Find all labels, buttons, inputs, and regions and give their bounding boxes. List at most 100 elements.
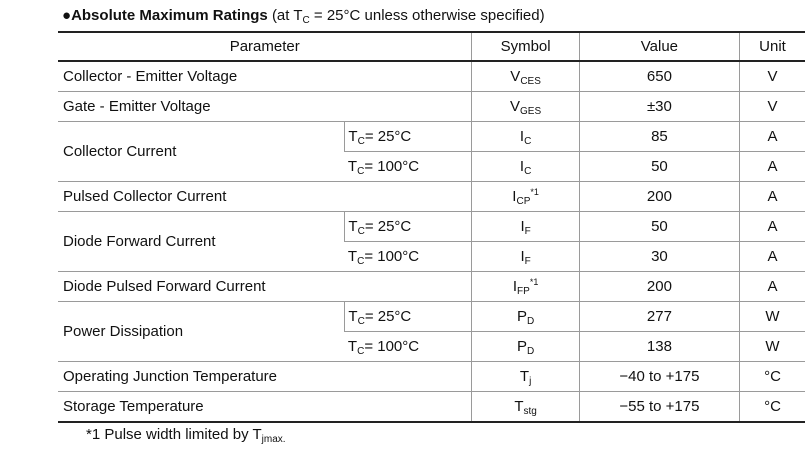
parameter-cell: Gate - Emitter Voltage xyxy=(58,91,472,122)
symbol-cell: IF xyxy=(471,241,580,272)
condition-rest: = 100°C xyxy=(364,158,420,175)
title: Absolute Maximum Ratings xyxy=(71,7,268,24)
symbol-cell: IC xyxy=(471,151,580,182)
parameter-cell: Diode Pulsed Forward Current xyxy=(58,271,472,302)
table-row: TC= 100°C PD 138 W xyxy=(58,331,805,362)
unit-cell: A xyxy=(739,181,805,212)
column-header: Parameter xyxy=(58,32,472,62)
symbol-cell: PD xyxy=(471,331,580,362)
value-cell: ±30 xyxy=(578,91,740,122)
unit-cell: W xyxy=(739,301,805,332)
condition-sub: C xyxy=(357,346,365,357)
symbol-sub: F xyxy=(524,226,531,237)
symbol-sub: CES xyxy=(520,76,541,87)
condition-main: T xyxy=(347,158,358,175)
condition-cell: TC= 25°C xyxy=(344,121,472,152)
table-row: TC= 100°C IC 50 A xyxy=(58,151,805,182)
bullet: ● xyxy=(62,7,72,24)
condition-main: T xyxy=(348,128,358,145)
symbol-sub: CP xyxy=(516,196,531,207)
condition-sub: C xyxy=(357,316,365,327)
value-cell: 138 xyxy=(578,331,740,362)
symbol-sub: GES xyxy=(520,106,542,117)
header-row: Parameter Symbol Value Unit xyxy=(58,32,805,62)
value-cell: 50 xyxy=(578,151,740,182)
symbol-cell: VGES xyxy=(471,91,580,122)
value-cell: −55 to +175 xyxy=(578,391,740,423)
symbol-main: I xyxy=(512,188,517,205)
condition-rest: = 100°C xyxy=(364,248,420,265)
symbol-main: P xyxy=(516,338,527,355)
table-row: Diode Forward Current TC= 25°C IF 50 A xyxy=(58,211,805,272)
symbol-main: I xyxy=(519,128,525,145)
ratings-table: Parameter Symbol Value Unit Collector - Emit… xyxy=(58,31,805,423)
symbol-cell: IC xyxy=(471,121,580,152)
symbol-sub: F xyxy=(524,256,531,267)
symbol-cell: PD xyxy=(471,301,580,332)
condition-prefix: (at T xyxy=(271,7,303,24)
unit-cell: V xyxy=(739,91,805,122)
unit-cell: V xyxy=(739,61,805,92)
value-cell: 277 xyxy=(578,301,740,332)
unit-cell: A xyxy=(739,151,805,182)
unit-cell: A xyxy=(739,121,805,152)
parameter-cell: Pulsed Collector Current xyxy=(58,181,472,212)
condition-cell: TC= 100°C xyxy=(344,331,472,362)
value-cell: −40 to +175 xyxy=(578,361,740,392)
section-header: ●Absolute Maximum Ratings (at TC = 25°C … xyxy=(62,7,545,26)
table-row: Gate - Emitter Voltage VGES ±30 V xyxy=(58,91,805,122)
condition-cell: TC= 25°C xyxy=(344,301,472,332)
symbol-sub: C xyxy=(524,136,532,147)
condition-rest: = 25°C xyxy=(364,128,412,145)
column-header: Symbol xyxy=(471,32,580,62)
symbol-cell: Tstg xyxy=(471,391,580,423)
parameter-cell: Collector Current xyxy=(58,121,345,182)
unit-cell: °C xyxy=(739,361,805,392)
value-cell: 50 xyxy=(578,211,740,242)
symbol-sup: *1 xyxy=(530,187,539,197)
symbol-sub: D xyxy=(526,346,535,357)
condition-sub: C xyxy=(357,226,365,237)
column-header: Value xyxy=(578,32,740,62)
symbol-main: I xyxy=(512,278,518,295)
parameter-cell: Collector - Emitter Voltage xyxy=(58,61,472,92)
symbol-main: I xyxy=(520,248,525,265)
condition-main: T xyxy=(347,248,358,265)
unit-cell: A xyxy=(739,211,805,242)
table-row: Storage Temperature Tstg −55 to +175 °C xyxy=(58,391,805,423)
symbol-main: T xyxy=(519,368,530,385)
footnote-text: *1 Pulse width limited by T xyxy=(86,426,262,443)
symbol-sub: FP xyxy=(517,286,530,297)
condition-sub: C xyxy=(357,166,365,177)
condition-rest: = 25°C xyxy=(364,218,412,235)
symbol-main: V xyxy=(510,98,521,115)
symbol-cell: ICP*1 xyxy=(471,181,580,212)
value-cell: 200 xyxy=(578,271,740,302)
condition: (at TC = 25°C unless otherwise specified… xyxy=(271,7,545,26)
parameter-cell: Storage Temperature xyxy=(58,391,472,423)
condition-main: T xyxy=(348,308,358,325)
condition-sub: C xyxy=(357,256,365,267)
unit-cell: A xyxy=(739,241,805,272)
condition-cell: TC= 25°C xyxy=(344,211,472,242)
value-cell: 650 xyxy=(578,61,740,92)
table-row: Collector Current TC= 25°C IC 85 A xyxy=(58,121,805,182)
condition-main: T xyxy=(348,218,358,235)
condition-rest: = 25°C xyxy=(364,308,412,325)
table-row: Pulsed Collector Current ICP*1 200 A xyxy=(58,181,805,212)
symbol-sub: D xyxy=(526,316,535,327)
symbol-cell: IFP*1 xyxy=(471,271,580,302)
symbol-sub: stg xyxy=(523,406,537,417)
symbol-main: P xyxy=(516,308,527,325)
condition-main: T xyxy=(347,338,358,355)
condition-suffix: = 25°C unless otherwise specified) xyxy=(309,7,545,24)
table-row: Collector - Emitter Voltage VCES 650 V xyxy=(58,61,805,92)
value-cell: 30 xyxy=(578,241,740,272)
condition-sub: C xyxy=(302,15,310,26)
parameter-cell: Operating Junction Temperature xyxy=(58,361,472,392)
value-cell: 85 xyxy=(578,121,740,152)
symbol-main: I xyxy=(520,218,525,235)
condition-rest: = 100°C xyxy=(364,338,420,355)
value-cell: 200 xyxy=(578,181,740,212)
